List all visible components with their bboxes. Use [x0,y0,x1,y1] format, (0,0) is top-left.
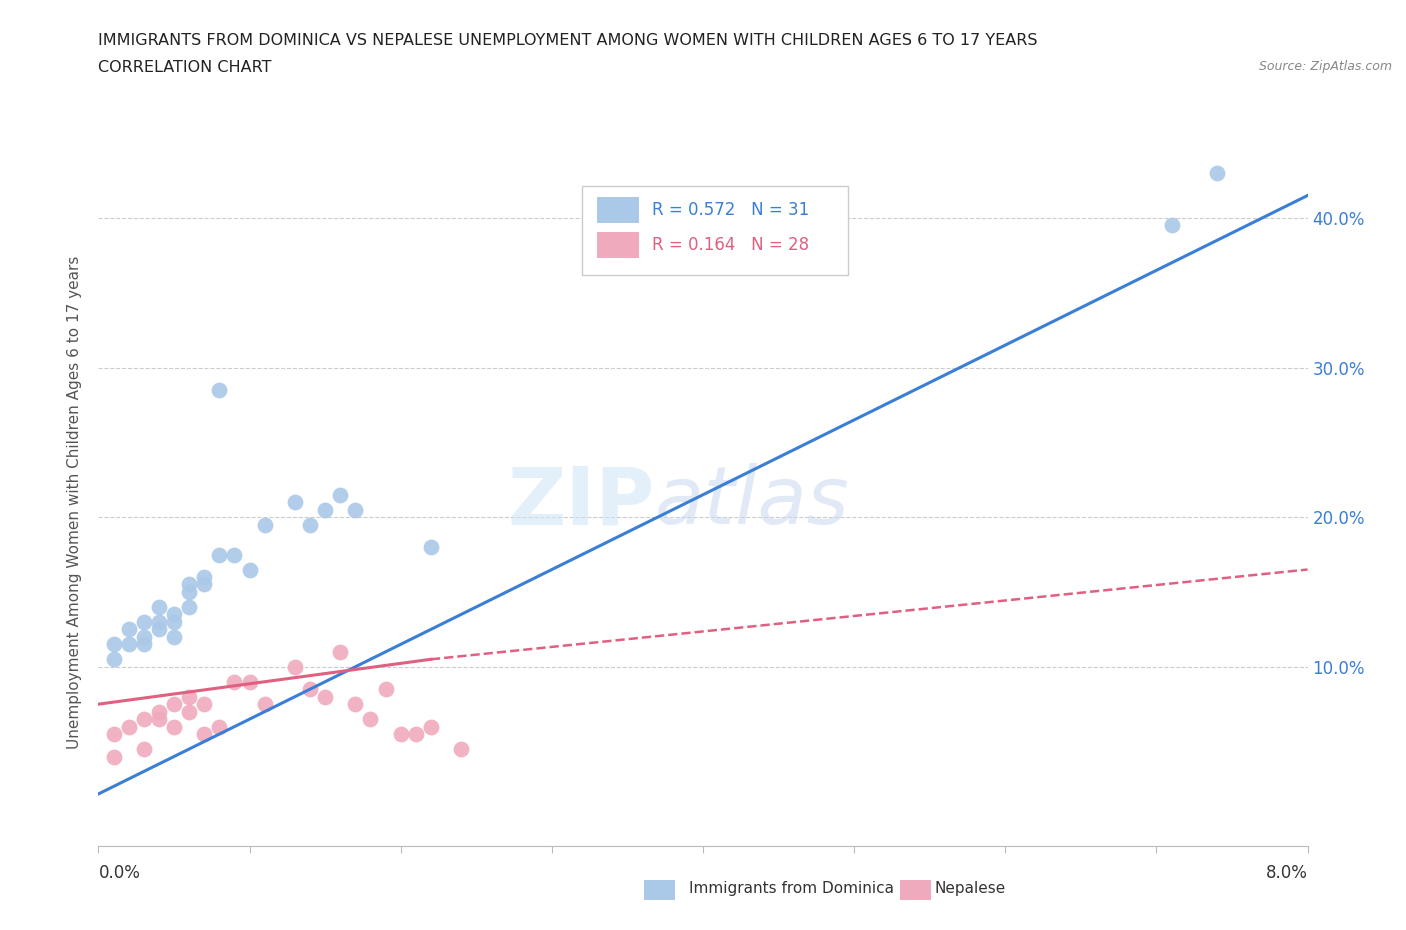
Point [299,682,322,697]
Text: 0.0%: 0.0% [98,864,141,883]
Point [103,726,125,741]
FancyBboxPatch shape [596,232,638,258]
Text: 8.0%: 8.0% [1265,864,1308,883]
Point [329,644,352,659]
Point [284,659,307,674]
Point [284,495,307,510]
Text: Immigrants from Dominica: Immigrants from Dominica [689,881,894,896]
Y-axis label: Unemployment Among Women with Children Ages 6 to 17 years: Unemployment Among Women with Children A… [67,256,83,749]
Point [148,704,170,719]
Text: R = 0.164   N = 28: R = 0.164 N = 28 [652,236,810,254]
Point [118,622,141,637]
Point [239,674,262,689]
Point [163,719,186,734]
Point [405,726,427,741]
Point [179,704,201,719]
Point [132,637,155,652]
Point [374,682,396,697]
Point [239,562,262,577]
Point [329,487,352,502]
Point [1206,166,1229,180]
Point [224,674,246,689]
Point [148,600,170,615]
Point [344,697,367,711]
Point [163,697,186,711]
Point [420,719,443,734]
Text: CORRELATION CHART: CORRELATION CHART [98,60,271,75]
Point [179,577,201,591]
Point [253,517,276,532]
Point [103,749,125,764]
Point [179,585,201,600]
Point [179,689,201,704]
Point [193,569,215,584]
Point [132,615,155,630]
Point [132,630,155,644]
Point [208,382,231,397]
Point [148,622,170,637]
Point [148,615,170,630]
Point [1160,218,1182,232]
Point [208,547,231,562]
Point [299,517,322,532]
Text: Nepalese: Nepalese [935,881,1007,896]
Point [314,502,336,517]
Point [163,607,186,622]
Point [103,637,125,652]
Text: IMMIGRANTS FROM DOMINICA VS NEPALESE UNEMPLOYMENT AMONG WOMEN WITH CHILDREN AGES: IMMIGRANTS FROM DOMINICA VS NEPALESE UNE… [98,33,1038,47]
Point [179,600,201,615]
Point [344,502,367,517]
Text: ZIP: ZIP [508,463,655,541]
Point [132,711,155,726]
Point [253,697,276,711]
Point [360,711,382,726]
Point [193,697,215,711]
Point [103,652,125,667]
Point [148,711,170,726]
Text: R = 0.572   N = 31: R = 0.572 N = 31 [652,202,810,219]
Point [314,689,336,704]
Point [163,630,186,644]
Text: atlas: atlas [655,463,849,541]
Point [193,577,215,591]
FancyBboxPatch shape [596,197,638,223]
Point [193,726,215,741]
Point [450,741,472,756]
Point [118,719,141,734]
Text: Source: ZipAtlas.com: Source: ZipAtlas.com [1258,60,1392,73]
FancyBboxPatch shape [582,186,848,275]
Point [224,547,246,562]
Point [420,539,443,554]
Point [389,726,412,741]
Point [208,719,231,734]
Point [163,615,186,630]
Point [132,741,155,756]
Point [118,637,141,652]
